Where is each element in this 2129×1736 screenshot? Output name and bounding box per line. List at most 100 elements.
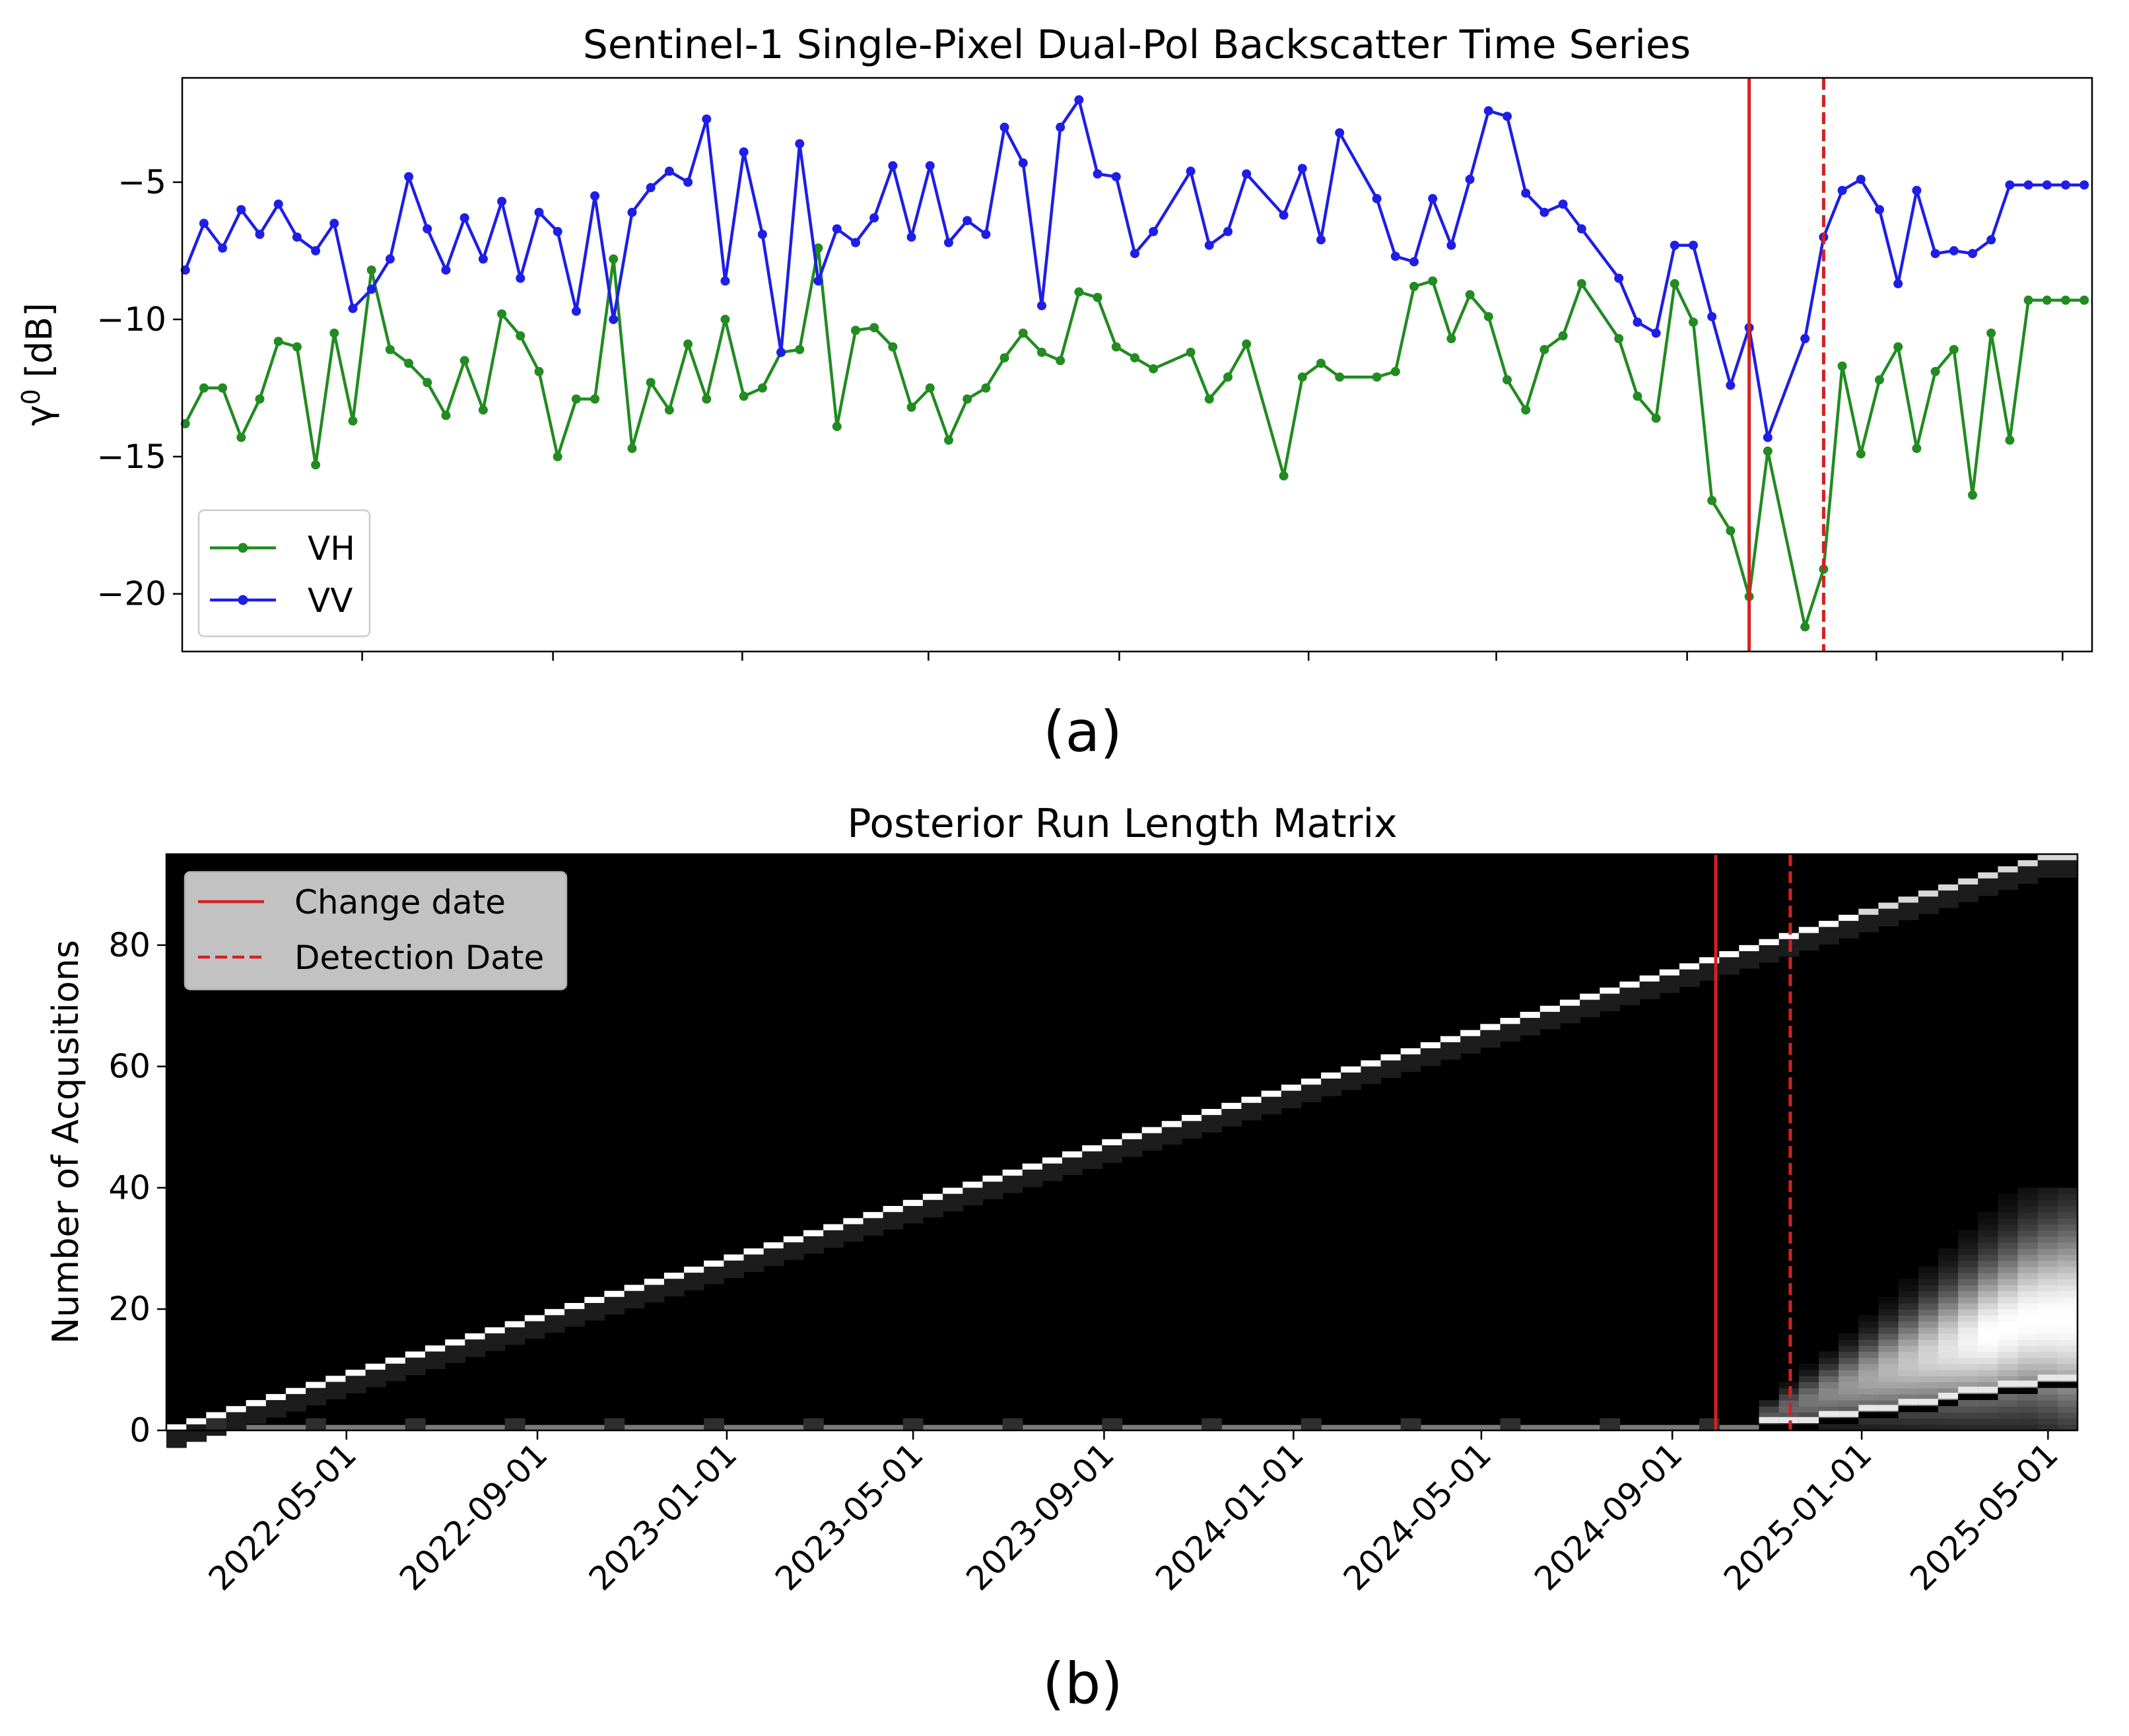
chart-b-x-tick-label: 2024-01-01: [1148, 1435, 1310, 1597]
heat-cell-posterior: [1839, 1339, 1859, 1346]
heat-cell-posterior: [2037, 1303, 2058, 1310]
heat-cell-posterior: [2017, 1296, 2039, 1304]
heat-cell-posterior: [1958, 1363, 1978, 1370]
heat-cell-posterior: [1839, 1357, 1859, 1364]
heat-cell-diagonal: [1062, 1151, 1083, 1158]
heat-cell-posterior: [2037, 1339, 2058, 1346]
series-vv-point: [664, 166, 674, 176]
heat-cell-posterior: [1918, 1363, 1939, 1370]
series-vv-point: [404, 172, 414, 182]
series-vv-point: [609, 314, 619, 324]
heat-cell-posterior: [1978, 1345, 1998, 1352]
chart-a-x-axis: [361, 651, 2064, 661]
heat-cell-diagonal: [1480, 1024, 1501, 1030]
heat-cell-posterior: [1798, 1363, 1819, 1370]
heat-cell-posterior: [2017, 1212, 2039, 1219]
heat-cell-diagonal: [2017, 860, 2039, 867]
series-vh-point: [404, 358, 414, 368]
series-vh-point: [1056, 356, 1065, 366]
heat-cell-noise: [1400, 1418, 1421, 1430]
heat-cell-posterior: [2017, 1370, 2039, 1376]
heat-cell-posterior: [2037, 1345, 2058, 1352]
heat-cell-diagonal: [803, 1230, 824, 1236]
heat-cell-posterior: [1998, 1230, 2019, 1237]
series-vh-point: [273, 337, 283, 347]
chart-a-y-tick-label: −5: [118, 163, 166, 201]
series-vh-point: [739, 391, 749, 401]
heat-cell-posterior: [2037, 1321, 2058, 1328]
heat-cell-streak: [1839, 1411, 1859, 1417]
series-vh-point: [571, 394, 581, 404]
heat-cell-posterior: [1978, 1382, 1998, 1389]
heat-cell-diagonal: [1301, 1079, 1322, 1085]
series-vh-point: [1503, 375, 1512, 385]
series-vv-point: [1111, 172, 1121, 182]
series-vh-point: [199, 383, 209, 393]
heat-cell-posterior: [2037, 1199, 2058, 1207]
heat-cell-posterior: [2037, 1260, 2058, 1267]
heat-cell-posterior: [1759, 1400, 1780, 1407]
chart-b-y-tick-label: 0: [129, 1411, 151, 1450]
heat-cell-posterior: [2037, 1285, 2058, 1292]
heat-cell-posterior: [1918, 1321, 1939, 1328]
series-vv-point: [1428, 193, 1438, 203]
series-vv-point: [497, 197, 507, 207]
heat-cell-posterior: [2057, 1363, 2078, 1370]
heat-cell-posterior: [1878, 1363, 1899, 1370]
heat-cell-diagonal: [1918, 890, 1939, 897]
heat-cell-posterior: [2037, 1242, 2058, 1249]
heat-cell-posterior: [1998, 1242, 2019, 1249]
series-vv-point: [590, 191, 600, 201]
heat-cell-diagonal: [1201, 1109, 1222, 1116]
series-vh-point: [646, 378, 656, 387]
heat-cell-noise: [803, 1418, 824, 1430]
series-vh-point: [516, 331, 525, 341]
heat-cell-posterior: [2017, 1193, 2039, 1201]
heat-cell-halo: [545, 1314, 565, 1333]
heat-cell-posterior: [1978, 1303, 1998, 1310]
heat-cell-halo: [485, 1333, 506, 1351]
heat-cell-posterior: [2057, 1285, 2078, 1292]
heat-cell-posterior: [1878, 1393, 1899, 1401]
heat-cell-posterior: [1898, 1387, 1919, 1395]
heat-cell-posterior: [2017, 1218, 2039, 1225]
series-vv-point: [963, 216, 972, 226]
heat-cell-posterior: [1978, 1400, 1998, 1407]
heat-cell-posterior: [1978, 1327, 1998, 1334]
series-vh-point: [1726, 526, 1736, 536]
series-vh-point: [1986, 328, 1996, 338]
heat-cell-posterior: [1938, 1418, 1959, 1425]
heat-cell-gap: [2057, 1382, 2078, 1388]
heat-cell-diagonal: [306, 1382, 326, 1388]
heat-cell-posterior: [1918, 1303, 1939, 1310]
heat-cell-posterior: [1878, 1418, 1899, 1425]
series-vh-point: [459, 356, 469, 366]
heat-cell-posterior: [1918, 1357, 1939, 1364]
heat-cell-posterior: [1878, 1424, 1899, 1431]
series-vh-point: [609, 254, 619, 264]
series-vv-point: [366, 284, 376, 294]
heat-cell-halo: [1580, 999, 1600, 1018]
heat-cell-halo: [186, 1423, 207, 1442]
heat-cell-diagonal: [166, 1424, 187, 1430]
heat-cell-noise: [405, 1418, 426, 1430]
legend-item-vv: VV: [210, 582, 353, 620]
series-vh-point: [1186, 347, 1196, 357]
heat-cell-posterior: [1839, 1406, 1859, 1413]
series-vh-point: [1297, 372, 1307, 382]
heat-cell-posterior: [1978, 1376, 1998, 1383]
heat-cell-halo: [1679, 968, 1700, 987]
heat-cell-posterior: [2037, 1279, 2058, 1286]
heat-cell-halo: [803, 1235, 824, 1254]
heat-cell-diagonal: [485, 1327, 506, 1333]
heat-cell-posterior: [1898, 1296, 1919, 1304]
heat-cell-posterior: [1778, 1382, 1800, 1389]
heat-cell-halo: [644, 1284, 665, 1303]
series-vv-point: [292, 232, 302, 242]
series-vv-line: [184, 98, 2085, 439]
heat-cell-posterior: [1819, 1400, 1839, 1407]
heat-cell-posterior: [2057, 1206, 2078, 1213]
heat-cell-posterior: [1938, 1357, 1959, 1364]
heat-cell-gap: [1819, 1418, 1839, 1424]
heat-cell-posterior: [2017, 1260, 2039, 1267]
